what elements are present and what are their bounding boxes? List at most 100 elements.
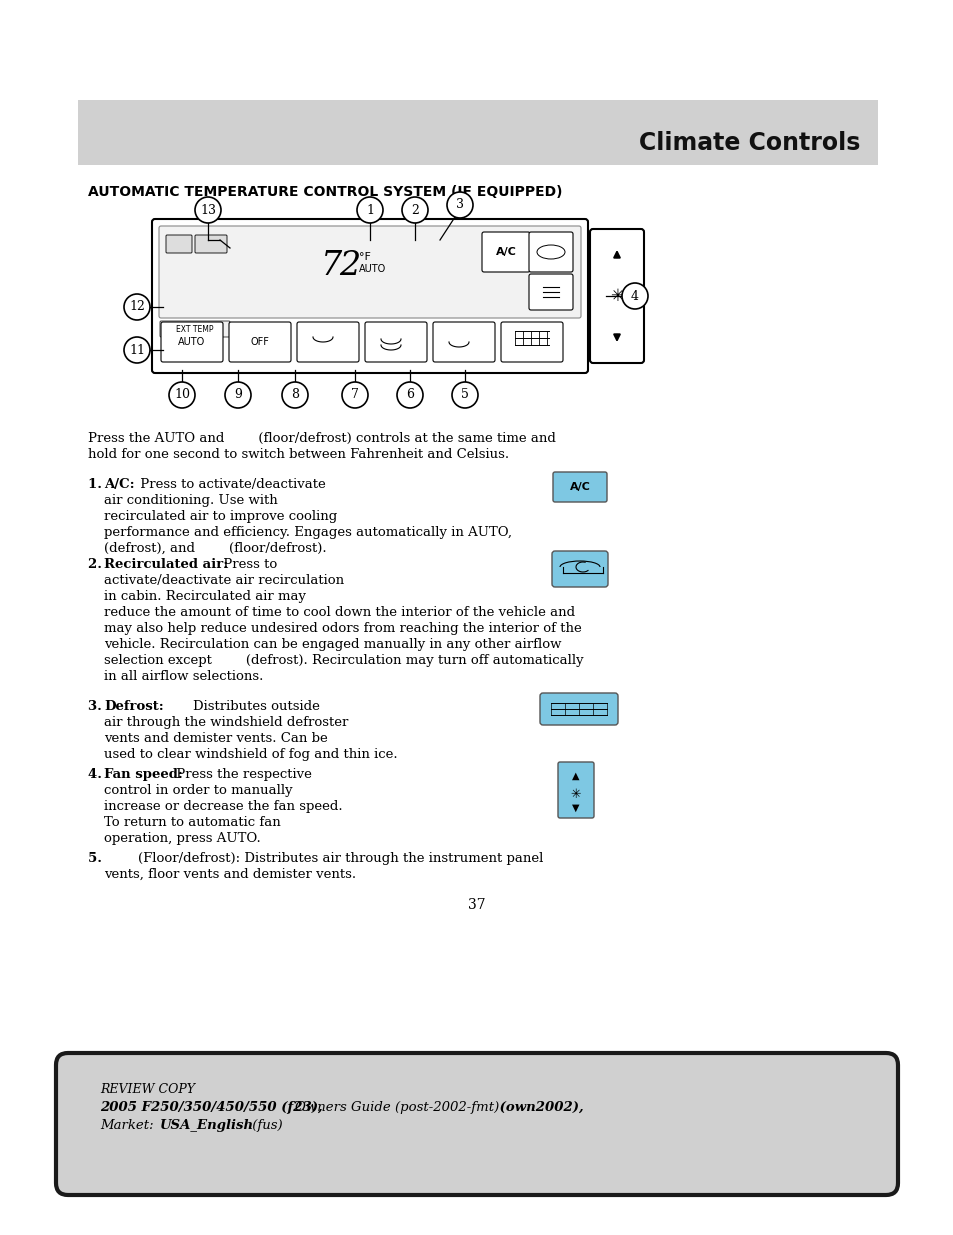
Text: hold for one second to switch between Fahrenheit and Celsius.: hold for one second to switch between Fa… [88, 448, 509, 461]
Text: activate/deactivate air recirculation: activate/deactivate air recirculation [104, 574, 344, 587]
Text: Defrost:: Defrost: [104, 700, 164, 713]
Circle shape [282, 382, 308, 408]
Text: 2: 2 [411, 204, 418, 216]
Circle shape [225, 382, 251, 408]
Text: To return to automatic fan: To return to automatic fan [104, 816, 280, 829]
FancyBboxPatch shape [78, 100, 877, 165]
FancyBboxPatch shape [558, 762, 594, 818]
Text: A/C:: A/C: [104, 478, 134, 492]
Text: 11: 11 [129, 343, 145, 357]
Text: Fan speed:: Fan speed: [104, 768, 183, 781]
Text: air through the windshield defroster: air through the windshield defroster [104, 716, 348, 729]
Text: 7: 7 [351, 389, 358, 401]
Text: 9: 9 [233, 389, 242, 401]
Text: REVIEW COPY: REVIEW COPY [100, 1083, 194, 1095]
Text: vents and demister vents. Can be: vents and demister vents. Can be [104, 732, 328, 745]
Circle shape [452, 382, 477, 408]
Text: A/C: A/C [569, 482, 590, 492]
Text: AUTO: AUTO [358, 264, 386, 274]
FancyBboxPatch shape [539, 693, 618, 725]
Text: vents, floor vents and demister vents.: vents, floor vents and demister vents. [104, 868, 355, 881]
FancyBboxPatch shape [229, 322, 291, 362]
Text: 6: 6 [406, 389, 414, 401]
Text: °F: °F [358, 252, 371, 262]
Text: 5: 5 [460, 389, 469, 401]
Text: ✳: ✳ [609, 287, 623, 305]
Circle shape [341, 382, 368, 408]
FancyBboxPatch shape [159, 226, 580, 317]
Circle shape [447, 191, 473, 219]
Text: 7: 7 [320, 249, 342, 282]
Text: increase or decrease the fan speed.: increase or decrease the fan speed. [104, 800, 342, 813]
Text: vehicle. Recirculation can be engaged manually in any other airflow: vehicle. Recirculation can be engaged ma… [104, 638, 561, 651]
Circle shape [621, 283, 647, 309]
Text: A/C: A/C [495, 247, 516, 257]
Text: (Floor/defrost): Distributes air through the instrument panel: (Floor/defrost): Distributes air through… [104, 852, 543, 864]
Text: selection except        (defrost). Recirculation may turn off automatically: selection except (defrost). Recirculatio… [104, 655, 583, 667]
FancyBboxPatch shape [481, 232, 530, 272]
Text: 4: 4 [630, 289, 639, 303]
FancyBboxPatch shape [433, 322, 495, 362]
Circle shape [356, 198, 382, 224]
Text: Owners Guide (post-2002-fmt): Owners Guide (post-2002-fmt) [294, 1100, 498, 1114]
FancyBboxPatch shape [161, 322, 223, 362]
Text: used to clear windshield of fog and thin ice.: used to clear windshield of fog and thin… [104, 748, 397, 761]
Text: 4.: 4. [88, 768, 107, 781]
Text: operation, press AUTO.: operation, press AUTO. [104, 832, 260, 845]
Text: Press the AUTO and        (floor/defrost) controls at the same time and: Press the AUTO and (floor/defrost) contr… [88, 432, 556, 445]
Text: in cabin. Recirculated air may: in cabin. Recirculated air may [104, 590, 306, 603]
Circle shape [124, 337, 150, 363]
Text: Press to activate/deactivate: Press to activate/deactivate [136, 478, 325, 492]
Text: 37: 37 [468, 898, 485, 911]
Text: control in order to manually: control in order to manually [104, 784, 293, 797]
Text: may also help reduce undesired odors from reaching the interior of the: may also help reduce undesired odors fro… [104, 622, 581, 635]
FancyBboxPatch shape [553, 472, 606, 501]
Text: AUTO: AUTO [178, 337, 206, 347]
Text: 1.: 1. [88, 478, 107, 492]
Text: ✳: ✳ [570, 788, 580, 800]
FancyBboxPatch shape [365, 322, 427, 362]
Circle shape [396, 382, 422, 408]
FancyBboxPatch shape [529, 232, 573, 272]
Text: Market:: Market: [100, 1119, 162, 1132]
Text: 3: 3 [456, 199, 463, 211]
Text: Recirculated air:: Recirculated air: [104, 558, 228, 571]
Circle shape [401, 198, 428, 224]
Text: recirculated air to improve cooling: recirculated air to improve cooling [104, 510, 337, 522]
Text: ▲: ▲ [572, 771, 579, 781]
Text: Press to: Press to [219, 558, 277, 571]
Text: 5.: 5. [88, 852, 107, 864]
Text: performance and efficiency. Engages automatically in AUTO,: performance and efficiency. Engages auto… [104, 526, 512, 538]
Circle shape [169, 382, 194, 408]
FancyBboxPatch shape [589, 228, 643, 363]
FancyBboxPatch shape [166, 235, 192, 253]
Text: 2: 2 [338, 249, 360, 282]
Circle shape [124, 294, 150, 320]
Text: reduce the amount of time to cool down the interior of the vehicle and: reduce the amount of time to cool down t… [104, 606, 575, 619]
Text: ▼: ▼ [572, 803, 579, 813]
FancyBboxPatch shape [296, 322, 358, 362]
FancyBboxPatch shape [529, 274, 573, 310]
Text: 3.: 3. [88, 700, 107, 713]
Text: 2.: 2. [88, 558, 107, 571]
Text: 12: 12 [129, 300, 145, 314]
Text: (fus): (fus) [248, 1119, 282, 1132]
Text: 13: 13 [200, 204, 215, 216]
Text: Climate Controls: Climate Controls [638, 131, 859, 156]
Text: 2005 F250/350/450/550 (f23),: 2005 F250/350/450/550 (f23), [100, 1100, 327, 1114]
Text: 10: 10 [173, 389, 190, 401]
Text: EXT TEMP: EXT TEMP [176, 325, 213, 333]
Text: in all airflow selections.: in all airflow selections. [104, 671, 263, 683]
Text: Press the respective: Press the respective [172, 768, 312, 781]
FancyBboxPatch shape [552, 551, 607, 587]
Text: 8: 8 [291, 389, 298, 401]
Text: AUTOMATIC TEMPERATURE CONTROL SYSTEM (IF EQUIPPED): AUTOMATIC TEMPERATURE CONTROL SYSTEM (IF… [88, 185, 562, 199]
Text: air conditioning. Use with: air conditioning. Use with [104, 494, 277, 508]
FancyBboxPatch shape [152, 219, 587, 373]
Text: OFF: OFF [251, 337, 269, 347]
FancyBboxPatch shape [160, 321, 230, 337]
FancyBboxPatch shape [500, 322, 562, 362]
Circle shape [194, 198, 221, 224]
Text: (own2002),: (own2002), [495, 1100, 583, 1114]
Text: Distributes outside: Distributes outside [159, 700, 319, 713]
